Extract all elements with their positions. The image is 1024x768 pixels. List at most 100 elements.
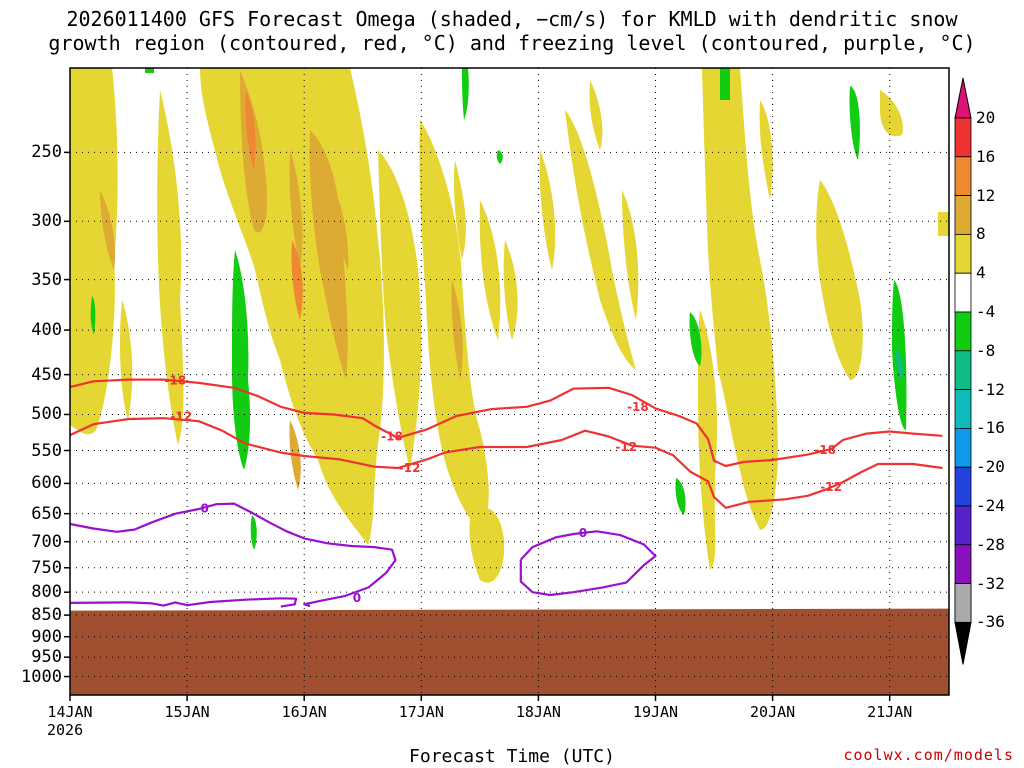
- chart-title-line1: 2026011400 GFS Forecast Omega (shaded, −…: [66, 7, 958, 31]
- x-tick-label: 18JAN: [515, 703, 561, 721]
- omega-shade-region: [250, 515, 257, 550]
- colorbar-label: -4: [976, 302, 996, 321]
- omega-shade-region: [453, 160, 466, 260]
- colorbar-swatch: [954, 466, 972, 507]
- colorbar-label: -24: [976, 496, 1005, 515]
- y-tick-label: 350: [31, 269, 62, 290]
- omega-shade-region: [759, 100, 773, 200]
- omega-shade-region: [70, 68, 118, 435]
- contour-label: -18: [627, 400, 649, 414]
- y-tick-label: 550: [31, 440, 62, 461]
- y-tick-label: 750: [31, 557, 62, 578]
- credit-link[interactable]: coolwx.com/models: [843, 746, 1014, 764]
- omega-shade-region: [451, 280, 463, 380]
- x-tick-label: 19JAN: [632, 703, 679, 721]
- omega-shade-region: [675, 478, 686, 515]
- omega-shade-region: [720, 68, 730, 100]
- omega-shade-region: [100, 190, 116, 270]
- contour-label: 0: [579, 526, 587, 540]
- colorbar-swatch: [954, 583, 972, 623]
- colorbar-label: -8: [976, 340, 996, 360]
- omega-shade-region: [378, 150, 422, 470]
- colorbar-top-arrow: [954, 77, 972, 119]
- colorbar-swatch: [954, 544, 972, 584]
- x-tick-label: 21JAN: [867, 703, 913, 721]
- omega-shade-region: [622, 190, 639, 320]
- contour-label: -12: [615, 440, 637, 454]
- x-tick-label: 20JAN: [750, 703, 796, 721]
- colorbar-swatch: [954, 389, 972, 429]
- y-tick-label: 850: [31, 605, 62, 626]
- contour-dgz-minus12: [70, 417, 943, 509]
- colorbar-swatch: [954, 427, 972, 468]
- omega-shade-region: [291, 240, 303, 320]
- omega-shade-region: [503, 240, 518, 340]
- omega-shade-region: [496, 150, 503, 164]
- colorbar-label: -32: [976, 573, 1005, 593]
- x-tick-label: 14JAN: [47, 703, 93, 721]
- x-axis-title: Forecast Time (UTC): [409, 746, 615, 767]
- contour-label: 0: [353, 591, 361, 605]
- omega-shade-region: [880, 90, 903, 137]
- plot-area: [70, 68, 949, 695]
- colorbar-swatch: [954, 117, 972, 158]
- plot-frame: [69, 67, 950, 696]
- colorbar-swatch: [954, 195, 972, 235]
- omega-shade-region: [896, 350, 903, 380]
- omega-shade-region: [816, 180, 863, 380]
- y-tick-label: 950: [31, 647, 62, 668]
- colorbar-label: -12: [976, 379, 1005, 399]
- omega-shade-region: [309, 130, 348, 380]
- y-tick-label: 400: [31, 320, 62, 341]
- contour-label: -12: [820, 480, 842, 494]
- omega-shade-region: [689, 312, 702, 366]
- y-tick-label: 600: [31, 473, 62, 494]
- omega-shade-region: [702, 68, 778, 530]
- omega-shade-region: [232, 250, 251, 470]
- colorbar-label: -20: [976, 457, 1005, 477]
- y-tick-label: 800: [31, 582, 62, 603]
- colorbar-label: -28: [976, 534, 1005, 554]
- x-tick-label: 16JAN: [281, 703, 327, 721]
- colorbar-swatch: [954, 156, 972, 197]
- omega-shade-region: [120, 300, 133, 420]
- y-tick-label: 1000: [21, 666, 62, 687]
- omega-shade-region: [200, 68, 384, 545]
- contour-label: -12: [170, 410, 192, 424]
- colorbar-bottom-arrow: [954, 621, 972, 665]
- omega-shade-region: [565, 110, 636, 370]
- omega-shade-region: [938, 212, 949, 236]
- colorbar-label: -16: [976, 418, 1005, 438]
- colorbar-label: 20: [976, 108, 996, 127]
- colorbar-label: 12: [976, 185, 996, 205]
- ground-below-surface: [70, 608, 949, 695]
- colorbar-label: -36: [976, 612, 1005, 632]
- omega-shade-region: [330, 180, 349, 270]
- y-tick-label: 450: [31, 364, 62, 385]
- x-year-label: 2026: [47, 721, 84, 739]
- y-tick-label: 650: [31, 503, 62, 524]
- omega-shade-region: [289, 150, 303, 270]
- chart-title-line2: growth region (contoured, red, °C) and f…: [48, 31, 976, 55]
- y-tick-label: 300: [31, 211, 62, 232]
- contour-freezing-level-bubble: [519, 530, 657, 597]
- colorbar-label: 16: [976, 146, 996, 166]
- omega-shade-region: [469, 508, 505, 583]
- contour-freezing-level-surface: [70, 597, 298, 608]
- contour-label: -18: [814, 443, 836, 457]
- y-tick-label: 900: [31, 626, 62, 647]
- colorbar-swatch: [954, 311, 972, 352]
- omega-shade-region: [462, 68, 469, 120]
- colorbar-swatch: [954, 350, 972, 390]
- omega-shade-region: [589, 80, 603, 150]
- omega-shade-region: [849, 86, 860, 160]
- y-tick-label: 700: [31, 531, 62, 552]
- colorbar-swatch: [954, 233, 972, 274]
- y-tick-label: 250: [31, 142, 62, 163]
- omega-shade-region: [479, 200, 501, 340]
- colorbar-label: 8: [976, 224, 986, 244]
- colorbar-label: 4: [976, 263, 986, 283]
- colorbar-swatch: [954, 505, 972, 546]
- contour-freezing-level-main: [70, 502, 397, 608]
- x-tick-label: 17JAN: [398, 703, 444, 721]
